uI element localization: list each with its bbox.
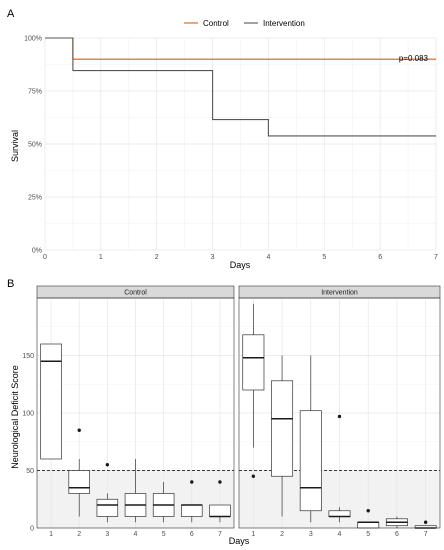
box-iqr bbox=[96, 498, 119, 517]
box-intervention-day-1 bbox=[242, 303, 265, 478]
survival-x-tick-label: 4 bbox=[266, 254, 270, 261]
score-x-tick-label: 4 bbox=[134, 531, 138, 538]
survival-x-tick-label: 3 bbox=[211, 254, 215, 261]
survival-x-axis-title: Days bbox=[230, 260, 251, 270]
survival-y-tick-label: 50% bbox=[28, 142, 42, 149]
score-x-tick-label: 2 bbox=[280, 531, 284, 538]
score-y-tick-label: 0 bbox=[30, 526, 34, 533]
panel-label-a: A bbox=[7, 8, 15, 20]
survival-x-tick-label: 0 bbox=[43, 254, 47, 261]
box-outlier-point bbox=[77, 428, 81, 432]
box-outlier-point bbox=[190, 480, 194, 484]
survival-x-tick-label: 5 bbox=[322, 254, 326, 261]
box-outlier-point bbox=[218, 480, 222, 484]
survival-y-tick-label: 75% bbox=[28, 89, 42, 96]
box-outlier-point bbox=[366, 509, 370, 513]
box-iqr bbox=[181, 504, 203, 517]
score-y-axis-title: Neurological Deficit Score bbox=[10, 365, 20, 469]
box-outlier-point bbox=[423, 520, 428, 524]
panel-label-b: B bbox=[7, 278, 14, 290]
score-x-tick-label: 7 bbox=[424, 531, 428, 538]
survival-y-tick-label: 25% bbox=[28, 195, 42, 202]
box-control-day-3 bbox=[96, 463, 119, 523]
box-iqr bbox=[357, 521, 380, 529]
box-iqr bbox=[68, 470, 90, 494]
score-x-tick-label: 6 bbox=[395, 531, 399, 538]
facet-label-control: Control bbox=[124, 290, 147, 297]
survival-y-tick-label: 0% bbox=[32, 248, 42, 255]
facet-border-intervention bbox=[238, 297, 441, 529]
score-x-tick-label: 3 bbox=[105, 531, 109, 538]
box-intervention-day-3 bbox=[299, 355, 322, 523]
score-x-tick-label: 4 bbox=[338, 531, 342, 538]
score-x-tick-label: 2 bbox=[77, 531, 81, 538]
box-control-day-6 bbox=[181, 480, 203, 523]
score-x-tick-label: 7 bbox=[218, 531, 222, 538]
score-y-tick-label: 50 bbox=[26, 468, 34, 475]
box-iqr bbox=[209, 504, 231, 517]
box-iqr bbox=[299, 410, 322, 512]
box-outlier-point bbox=[337, 414, 342, 419]
box-intervention-day-2 bbox=[271, 355, 294, 517]
neuro-score-plot: 0 50 100 150 Control 1 2 3 4 5 6 7 Intervention 1 2 3 4 5… bbox=[22, 285, 441, 538]
survival-x-tick-label: 2 bbox=[155, 254, 159, 261]
box-iqr bbox=[40, 343, 62, 460]
survival-x-tick-label: 7 bbox=[434, 254, 438, 261]
survival-y-tick-label: 100% bbox=[24, 36, 42, 43]
box-iqr bbox=[242, 334, 265, 391]
box-control-day-5 bbox=[152, 482, 175, 523]
box-intervention-day-4 bbox=[328, 414, 351, 523]
score-x-tick-label: 1 bbox=[251, 531, 255, 538]
score-y-tick-label: 150 bbox=[22, 353, 34, 360]
score-x-tick-label: 1 bbox=[49, 531, 53, 538]
box-control-day-4 bbox=[124, 459, 147, 523]
facet-label-intervention: Intervention bbox=[321, 290, 358, 297]
survival-y-axis-title: Survival bbox=[10, 130, 20, 162]
survival-curve-intervention bbox=[45, 37, 436, 137]
survival-x-tick-label: 6 bbox=[378, 254, 382, 261]
box-iqr bbox=[271, 380, 294, 477]
score-x-axis-title: Days bbox=[229, 536, 250, 546]
score-y-tick-label: 100 bbox=[22, 411, 34, 418]
legend: Control Intervention bbox=[184, 19, 305, 28]
legend-label-intervention: Intervention bbox=[263, 19, 305, 28]
box-outlier-point bbox=[251, 474, 256, 478]
facet-border-control bbox=[36, 297, 235, 529]
p-value-annotation: p=0.083 bbox=[399, 54, 429, 63]
box-iqr bbox=[328, 510, 351, 517]
survival-plot: 0 1 2 3 4 5 6 7 0% 25% 50% 75% 100% bbox=[24, 36, 438, 262]
box-intervention-day-6 bbox=[385, 516, 408, 528]
score-x-tick-label: 6 bbox=[190, 531, 194, 538]
box-control-day-2 bbox=[68, 428, 90, 517]
box-outlier-point bbox=[105, 463, 110, 467]
score-x-tick-label: 3 bbox=[309, 531, 313, 538]
legend-label-control: Control bbox=[203, 19, 229, 28]
box-intervention-day-5 bbox=[357, 509, 380, 529]
box-control-day-1 bbox=[40, 343, 62, 460]
survival-x-tick-label: 1 bbox=[99, 254, 103, 261]
score-x-tick-label: 5 bbox=[366, 531, 370, 538]
score-x-tick-label: 5 bbox=[162, 531, 166, 538]
box-control-day-7 bbox=[209, 480, 231, 523]
